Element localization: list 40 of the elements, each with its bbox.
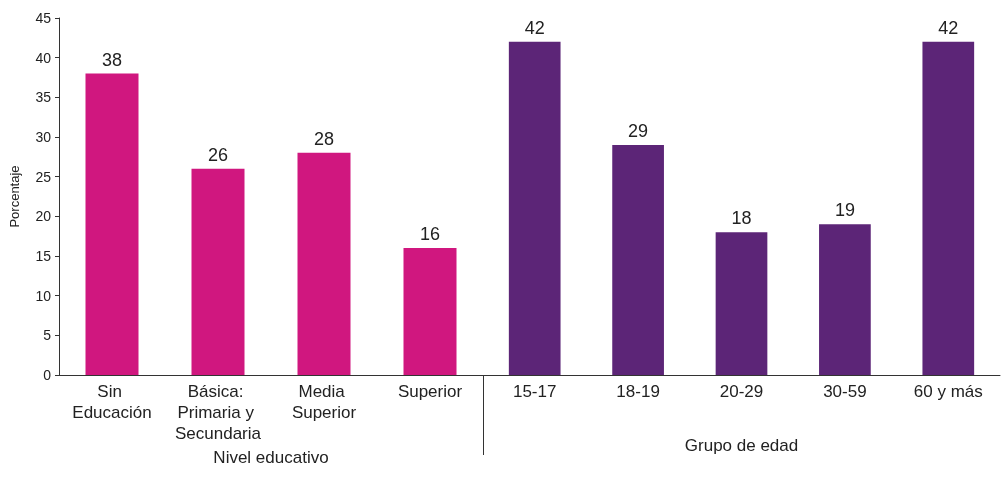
y-tick-label: 0 <box>43 367 52 383</box>
y-tick-label: 15 <box>35 248 52 264</box>
y-axis-title: Porcentaje <box>7 165 22 228</box>
y-tick-label: 5 <box>43 327 52 344</box>
y-tick-label: 25 <box>35 168 52 185</box>
y-tick-label: 30 <box>35 129 52 145</box>
y-tick-label: 10 <box>35 287 52 304</box>
y-tick-label: 35 <box>35 89 52 106</box>
x-axis-title: Grupo de edad <box>684 436 799 455</box>
data-label: 16 <box>419 224 441 245</box>
data-label: 29 <box>628 120 649 141</box>
x-tick-label: Sin Educación <box>72 382 152 422</box>
data-label: 38 <box>101 49 123 70</box>
data-label: 18 <box>731 208 752 229</box>
x-tick-label: Superior <box>397 382 463 401</box>
bar <box>297 152 351 375</box>
x-tick-label: 60 y más <box>913 382 983 401</box>
bar <box>715 232 768 375</box>
x-axis-title: Nivel educativo <box>213 447 329 467</box>
data-label: 42 <box>938 17 959 38</box>
data-label: 28 <box>313 128 335 149</box>
x-tick-label: Media Superior <box>291 382 357 422</box>
bar <box>85 73 139 375</box>
bar <box>403 248 457 375</box>
bar <box>819 224 871 375</box>
data-label: 19 <box>834 200 855 221</box>
bar <box>508 41 561 375</box>
bar <box>922 41 975 375</box>
y-tick-label: 45 <box>35 10 52 26</box>
x-tick-label: 30-59 <box>823 382 867 401</box>
data-label: 26 <box>207 144 229 165</box>
x-tick-label: 20-29 <box>719 382 764 401</box>
data-label: 42 <box>524 17 545 38</box>
x-tick-label: Básica: Primaria y Secundaria <box>174 382 262 443</box>
x-tick-label: 15-17 <box>512 382 557 401</box>
y-tick-label: 40 <box>35 49 52 66</box>
bar <box>191 168 245 375</box>
bar <box>612 144 664 375</box>
x-tick-label: 18-19 <box>616 382 660 401</box>
y-tick-label: 20 <box>35 208 52 225</box>
